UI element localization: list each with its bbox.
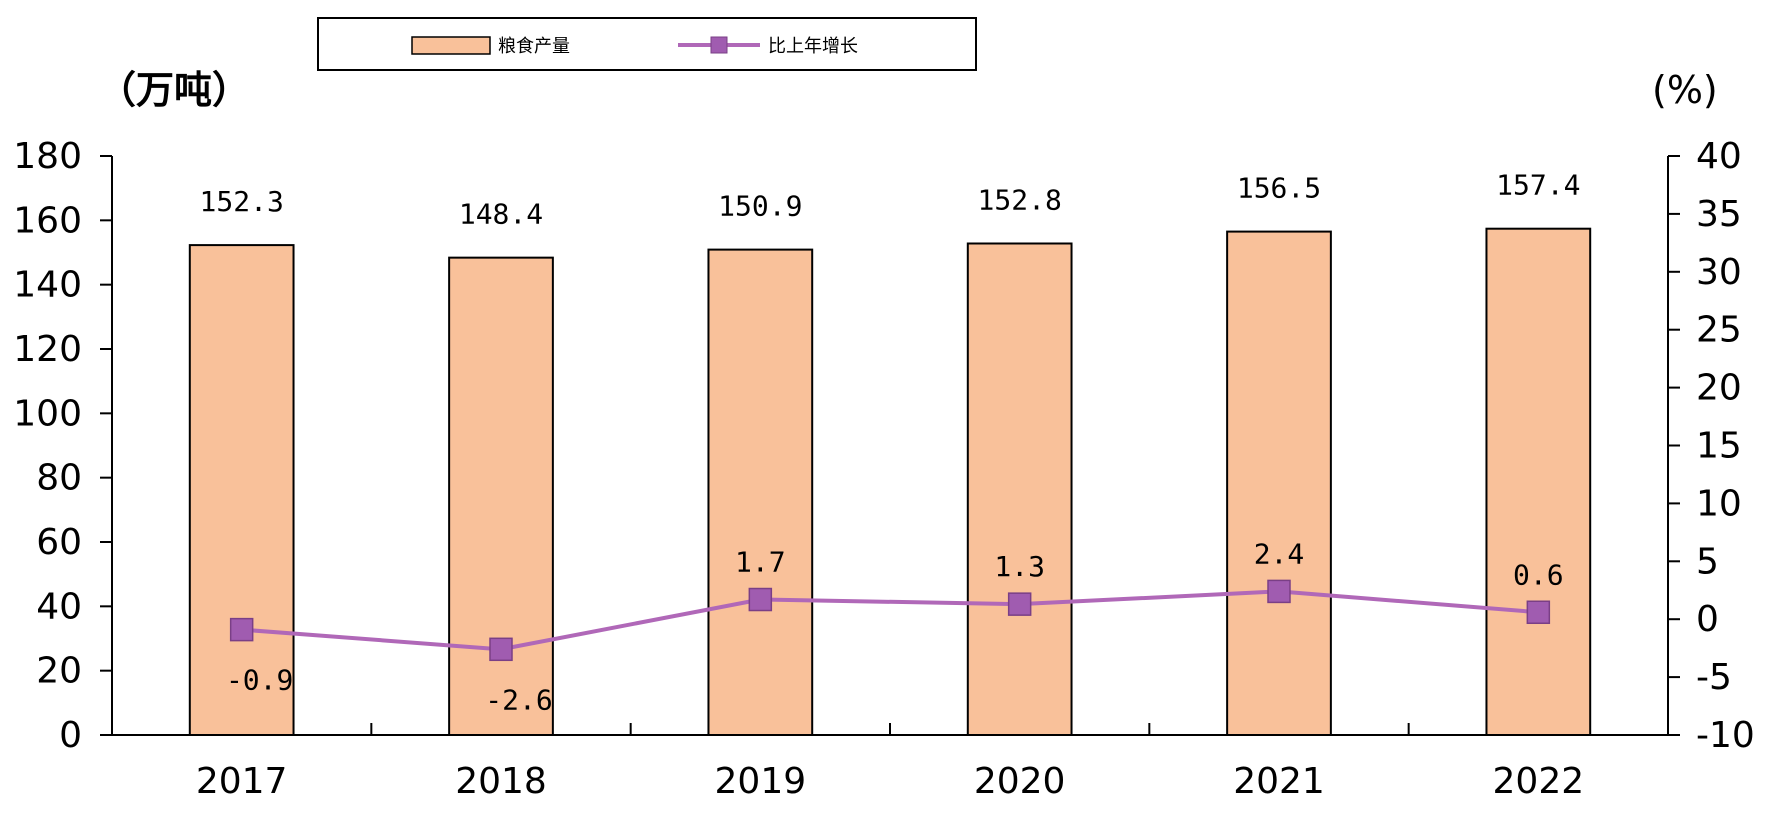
right-tick-label: 15 xyxy=(1696,426,1742,467)
bar-data-label: 148.4 xyxy=(459,198,543,231)
left-tick-label: 80 xyxy=(36,458,82,499)
left-tick-label: 20 xyxy=(36,651,82,692)
x-tick-label: 2021 xyxy=(1233,761,1325,802)
right-tick-label: 10 xyxy=(1696,483,1742,524)
growth-line xyxy=(241,589,1539,652)
left-tick-label: 180 xyxy=(13,136,82,177)
legend: 粮食产量 比上年增长 xyxy=(317,17,977,71)
growth-marker xyxy=(1526,600,1551,625)
growth-marker xyxy=(1267,579,1291,604)
legend-bar-label: 粮食产量 xyxy=(498,36,570,57)
right-tick-label: 30 xyxy=(1696,252,1742,293)
legend-line-label: 比上年增长 xyxy=(768,36,858,57)
x-tick-label: 2022 xyxy=(1493,761,1585,802)
right-tick-label: -10 xyxy=(1696,715,1755,756)
growth-marker xyxy=(229,617,254,642)
bar xyxy=(1226,230,1332,736)
bar xyxy=(448,256,554,736)
right-tick-label: 40 xyxy=(1696,136,1742,177)
legend-bar-swatch xyxy=(411,36,491,55)
right-tick-label: -5 xyxy=(1696,657,1732,698)
right-tick-label: 35 xyxy=(1696,194,1742,235)
x-tick-label: 2018 xyxy=(455,761,547,802)
growth-data-label: 1.3 xyxy=(994,550,1045,583)
right-tick-label: 25 xyxy=(1696,310,1742,351)
left-tick-label: 120 xyxy=(13,329,82,370)
x-tick-label: 2017 xyxy=(196,761,288,802)
left-tick-label: 60 xyxy=(36,522,82,563)
growth-data-label: 2.4 xyxy=(1254,537,1305,570)
left-tick-label: 140 xyxy=(13,265,82,306)
x-tick-label: 2020 xyxy=(974,761,1066,802)
left-tick-label: 0 xyxy=(59,715,82,756)
bar-data-label: 157.4 xyxy=(1496,169,1580,202)
plot-area: 0 20 40 60 80 100 120 140 160 180 -10 -5 0 5 10 15 20 25 3… xyxy=(13,136,1755,802)
bar xyxy=(188,244,295,737)
x-tick-label: 2019 xyxy=(715,761,807,802)
bar-data-label: 152.3 xyxy=(200,185,284,218)
bar xyxy=(1485,227,1592,737)
left-axis-label: （万吨） xyxy=(98,68,250,112)
bar xyxy=(966,242,1073,736)
right-tick-label: 20 xyxy=(1696,368,1742,409)
left-tick-label: 100 xyxy=(13,393,82,434)
legend-line-marker xyxy=(710,36,728,54)
growth-data-label: 1.7 xyxy=(735,546,786,579)
growth-data-label: 0.6 xyxy=(1513,558,1564,591)
growth-marker xyxy=(748,587,773,612)
left-tick-label: 160 xyxy=(13,200,82,241)
growth-marker xyxy=(1007,592,1032,616)
bar-data-label: 156.5 xyxy=(1237,172,1321,205)
right-axis-label: (%) xyxy=(1652,68,1718,112)
right-tick-label: 0 xyxy=(1696,599,1719,640)
left-tick-label: 40 xyxy=(36,586,82,627)
bar xyxy=(707,248,814,736)
right-tick-label: 5 xyxy=(1696,541,1719,582)
growth-data-label: -0.9 xyxy=(226,664,293,697)
bar-data-label: 150.9 xyxy=(718,190,802,223)
bar-data-label: 152.8 xyxy=(978,183,1062,216)
growth-data-label: -2.6 xyxy=(485,683,552,716)
growth-marker xyxy=(489,637,513,662)
